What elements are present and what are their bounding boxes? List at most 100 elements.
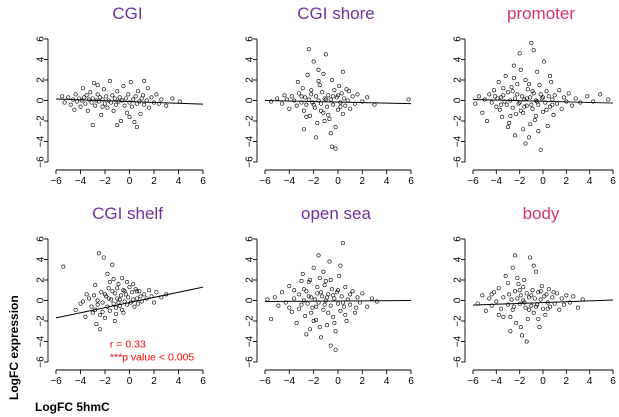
data-point: [540, 95, 545, 100]
data-point: [353, 310, 358, 315]
data-point: [480, 110, 485, 115]
data-point: [316, 67, 321, 72]
data-point: [322, 283, 327, 288]
x-tick-label: 0: [540, 376, 546, 387]
data-point: [350, 94, 355, 99]
data-point: [287, 305, 292, 310]
data-point: [299, 279, 304, 284]
data-point: [114, 305, 119, 310]
y-tick-label: 4: [245, 256, 256, 262]
data-point: [95, 302, 100, 307]
data-point: [321, 71, 326, 76]
data-point: [517, 51, 522, 56]
y-tick-label: 4: [453, 256, 464, 262]
x-tick-label: 2: [151, 376, 157, 387]
data-point: [518, 67, 523, 72]
x-tick-label: 2: [360, 376, 366, 387]
data-point: [524, 103, 529, 108]
data-point: [61, 264, 66, 269]
data-point: [575, 305, 580, 310]
x-tick-label: 6: [200, 176, 206, 187]
data-point: [498, 95, 503, 100]
scatter-panel: open sea −6 −4 −2 0 2 4 6 −6 −4 −2 0 2 4 6: [245, 204, 415, 387]
data-point: [496, 80, 501, 85]
scatter-panel: promoter −6 −4 −2 0 2 4 6 −6 −4 −2 0 2 4 6: [453, 4, 617, 187]
data-point: [334, 290, 339, 295]
data-point: [117, 297, 122, 302]
data-point: [515, 82, 520, 87]
data-point: [305, 72, 310, 77]
data-point: [309, 310, 314, 315]
y-tick-label: −4: [36, 135, 47, 147]
data-point: [99, 290, 104, 295]
data-point: [316, 253, 321, 258]
data-point: [483, 308, 488, 313]
data-point: [345, 98, 350, 103]
data-point: [515, 296, 520, 301]
data-point: [505, 90, 510, 95]
data-point: [317, 275, 322, 280]
data-point: [522, 277, 527, 282]
data-point: [154, 92, 159, 97]
data-point: [500, 114, 505, 119]
x-tick-label: 0: [127, 376, 133, 387]
data-point: [505, 125, 510, 130]
data-point: [95, 83, 100, 88]
data-point: [269, 316, 274, 321]
data-point: [333, 125, 338, 130]
data-point: [559, 106, 564, 111]
data-point: [154, 290, 159, 295]
data-point: [107, 79, 112, 84]
data-point: [496, 286, 501, 291]
x-tick-label: 6: [200, 376, 206, 387]
data-point: [73, 92, 78, 97]
data-point: [78, 301, 83, 306]
data-point: [132, 120, 137, 125]
data-point: [510, 105, 515, 110]
data-point: [68, 102, 73, 107]
data-point: [528, 122, 533, 127]
data-point: [131, 297, 136, 302]
regression-line: [55, 98, 204, 105]
figure-xlabel: LogFC 5hmC: [35, 400, 110, 414]
data-point: [538, 92, 543, 97]
data-point: [338, 104, 343, 109]
data-point: [561, 95, 566, 100]
data-point: [276, 303, 281, 308]
data-point: [283, 300, 288, 305]
data-point: [287, 284, 292, 289]
data-point: [312, 297, 317, 302]
data-point: [343, 285, 348, 290]
data-point: [275, 96, 280, 101]
data-point: [515, 275, 520, 280]
data-point: [299, 302, 304, 307]
data-point: [90, 310, 95, 315]
regression-line: [55, 286, 204, 319]
y-tick-label: −2: [245, 115, 256, 127]
data-point: [80, 86, 85, 91]
data-point: [289, 309, 294, 314]
y-tick-label: −2: [453, 115, 464, 127]
data-point: [501, 314, 506, 319]
data-point: [531, 310, 536, 315]
data-point: [522, 104, 527, 109]
x-tick-label: −4: [491, 176, 503, 187]
y-tick-label: 0: [245, 297, 256, 303]
data-point: [512, 253, 517, 258]
data-point: [333, 146, 338, 151]
data-point: [550, 295, 555, 300]
data-point: [295, 80, 300, 85]
data-point: [329, 78, 334, 83]
data-point: [110, 262, 115, 267]
x-tick-label: 4: [587, 176, 593, 187]
data-point: [142, 292, 147, 297]
data-point: [106, 286, 111, 291]
data-point: [136, 301, 141, 306]
data-point: [521, 298, 526, 303]
data-point: [325, 295, 330, 300]
data-point: [306, 294, 311, 299]
data-point: [177, 99, 182, 104]
data-point: [542, 59, 547, 64]
data-point: [118, 293, 123, 298]
data-point: [322, 96, 327, 101]
